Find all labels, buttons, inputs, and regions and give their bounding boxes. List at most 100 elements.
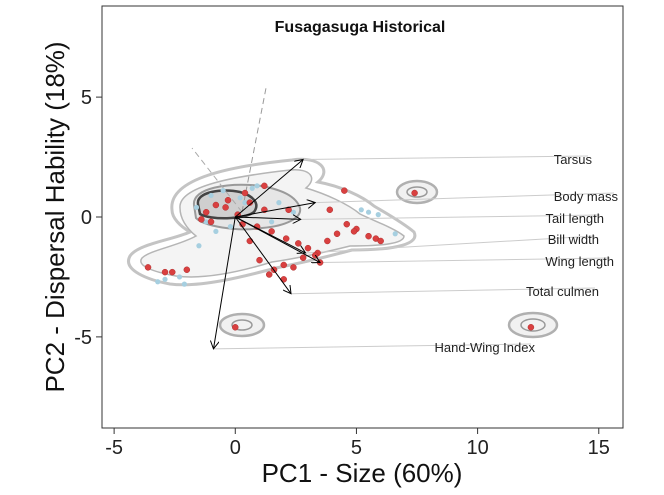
dashed-ray-2: [191, 147, 243, 213]
data-point: [343, 220, 350, 228]
x-tick-label: 5: [351, 437, 362, 459]
y-tick-label: 0: [81, 207, 92, 229]
data-point: [392, 231, 398, 237]
data-point: [242, 200, 248, 206]
loading-label: Bill width: [548, 232, 599, 247]
data-point: [304, 244, 312, 252]
y-axis-title: PC2 - Dispersal Hability (18%): [40, 41, 70, 392]
data-point: [208, 192, 214, 199]
data-point: [161, 268, 169, 276]
data-point: [377, 237, 384, 245]
data-point: [246, 237, 254, 245]
data-point: [299, 254, 307, 262]
data-point: [285, 206, 292, 214]
data-point: [222, 204, 229, 211]
data-point: [241, 189, 249, 197]
loading-arrow: [234, 216, 291, 294]
data-point: [350, 228, 358, 235]
data-point: [181, 281, 187, 287]
data-point: [333, 230, 341, 238]
data-point: [268, 228, 275, 235]
leader-line: [320, 257, 611, 264]
loading-label: Tail length: [545, 211, 604, 226]
y-tick-label: 5: [81, 87, 92, 109]
data-point: [326, 206, 334, 214]
x-axis: -5 0 5 10 15: [105, 428, 610, 459]
data-point: [198, 216, 205, 223]
data-point: [220, 188, 226, 194]
data-point: [202, 208, 210, 216]
data-point: [269, 219, 275, 225]
x-axis-title: PC1 - Size (60%): [262, 458, 463, 488]
leader-line: [300, 214, 601, 220]
loading-label: Wing length: [545, 254, 614, 269]
contour-outlier-3-inner: [231, 319, 253, 331]
leader-line: [315, 192, 615, 204]
data-point: [411, 189, 418, 197]
data-point: [224, 196, 232, 204]
data-point: [324, 237, 331, 245]
leader-line: [303, 155, 589, 160]
y-axis: -5 0 5: [74, 87, 102, 349]
loading-arrow: [235, 216, 320, 263]
loading-arrow: [213, 216, 236, 349]
loading-arrow: [235, 217, 300, 219]
loading-label: Tarsus: [554, 152, 593, 167]
loading-label: Hand-Wing Index: [435, 340, 536, 355]
label-leader-lines: [213, 155, 615, 350]
data-point: [365, 209, 372, 215]
data-point: [254, 183, 260, 189]
contour-outlier-3: [218, 312, 266, 338]
leader-line: [291, 287, 596, 295]
data-point: [311, 252, 319, 259]
loading-labels: Tarsus Body mass Tail length Bill width Wing…: [435, 152, 619, 355]
data-point: [276, 200, 282, 206]
loading-arrow: [235, 203, 315, 218]
loading-arrow: [234, 159, 303, 218]
data-point: [290, 209, 297, 215]
data-point: [193, 204, 200, 211]
data-point: [249, 185, 255, 191]
data-point: [282, 235, 290, 242]
data-point: [169, 268, 176, 276]
data-point: [527, 324, 535, 331]
data-point: [207, 218, 215, 226]
data-point: [265, 271, 273, 278]
x-tick-label: 15: [588, 437, 610, 459]
data-point: [280, 261, 287, 269]
loading-label: Total culmen: [526, 284, 599, 299]
data-point: [341, 187, 348, 194]
data-point: [144, 264, 152, 271]
data-point: [213, 228, 219, 234]
contour-outlier-1-inner: [406, 186, 428, 198]
contour-outlier-2-inner: [520, 318, 546, 332]
data-point: [155, 279, 161, 285]
data-point: [365, 232, 372, 240]
data-point: [256, 256, 263, 264]
data-point: [261, 182, 268, 190]
data-point: [183, 266, 191, 273]
data-point: [295, 240, 302, 247]
loading-label: Body mass: [554, 189, 619, 204]
data-point: [290, 264, 297, 271]
x-tick-label: 0: [230, 437, 241, 459]
data-point: [232, 324, 239, 331]
scatter-points: [144, 182, 535, 331]
x-tick-label: -5: [105, 437, 123, 459]
loading-arrows: [213, 159, 320, 348]
chart-title: Fusagasuga Historical: [275, 19, 446, 36]
data-point: [176, 274, 183, 280]
data-point: [227, 223, 234, 230]
leader-line: [213, 343, 532, 350]
y-tick-label: -5: [74, 327, 92, 349]
data-point: [196, 243, 202, 249]
data-point: [237, 195, 243, 201]
leader-line: [305, 235, 596, 254]
data-point: [212, 201, 220, 209]
data-point: [162, 276, 168, 282]
data-point: [203, 219, 209, 225]
data-point: [375, 212, 381, 218]
x-tick-label: 10: [466, 437, 488, 459]
data-point: [358, 207, 364, 213]
